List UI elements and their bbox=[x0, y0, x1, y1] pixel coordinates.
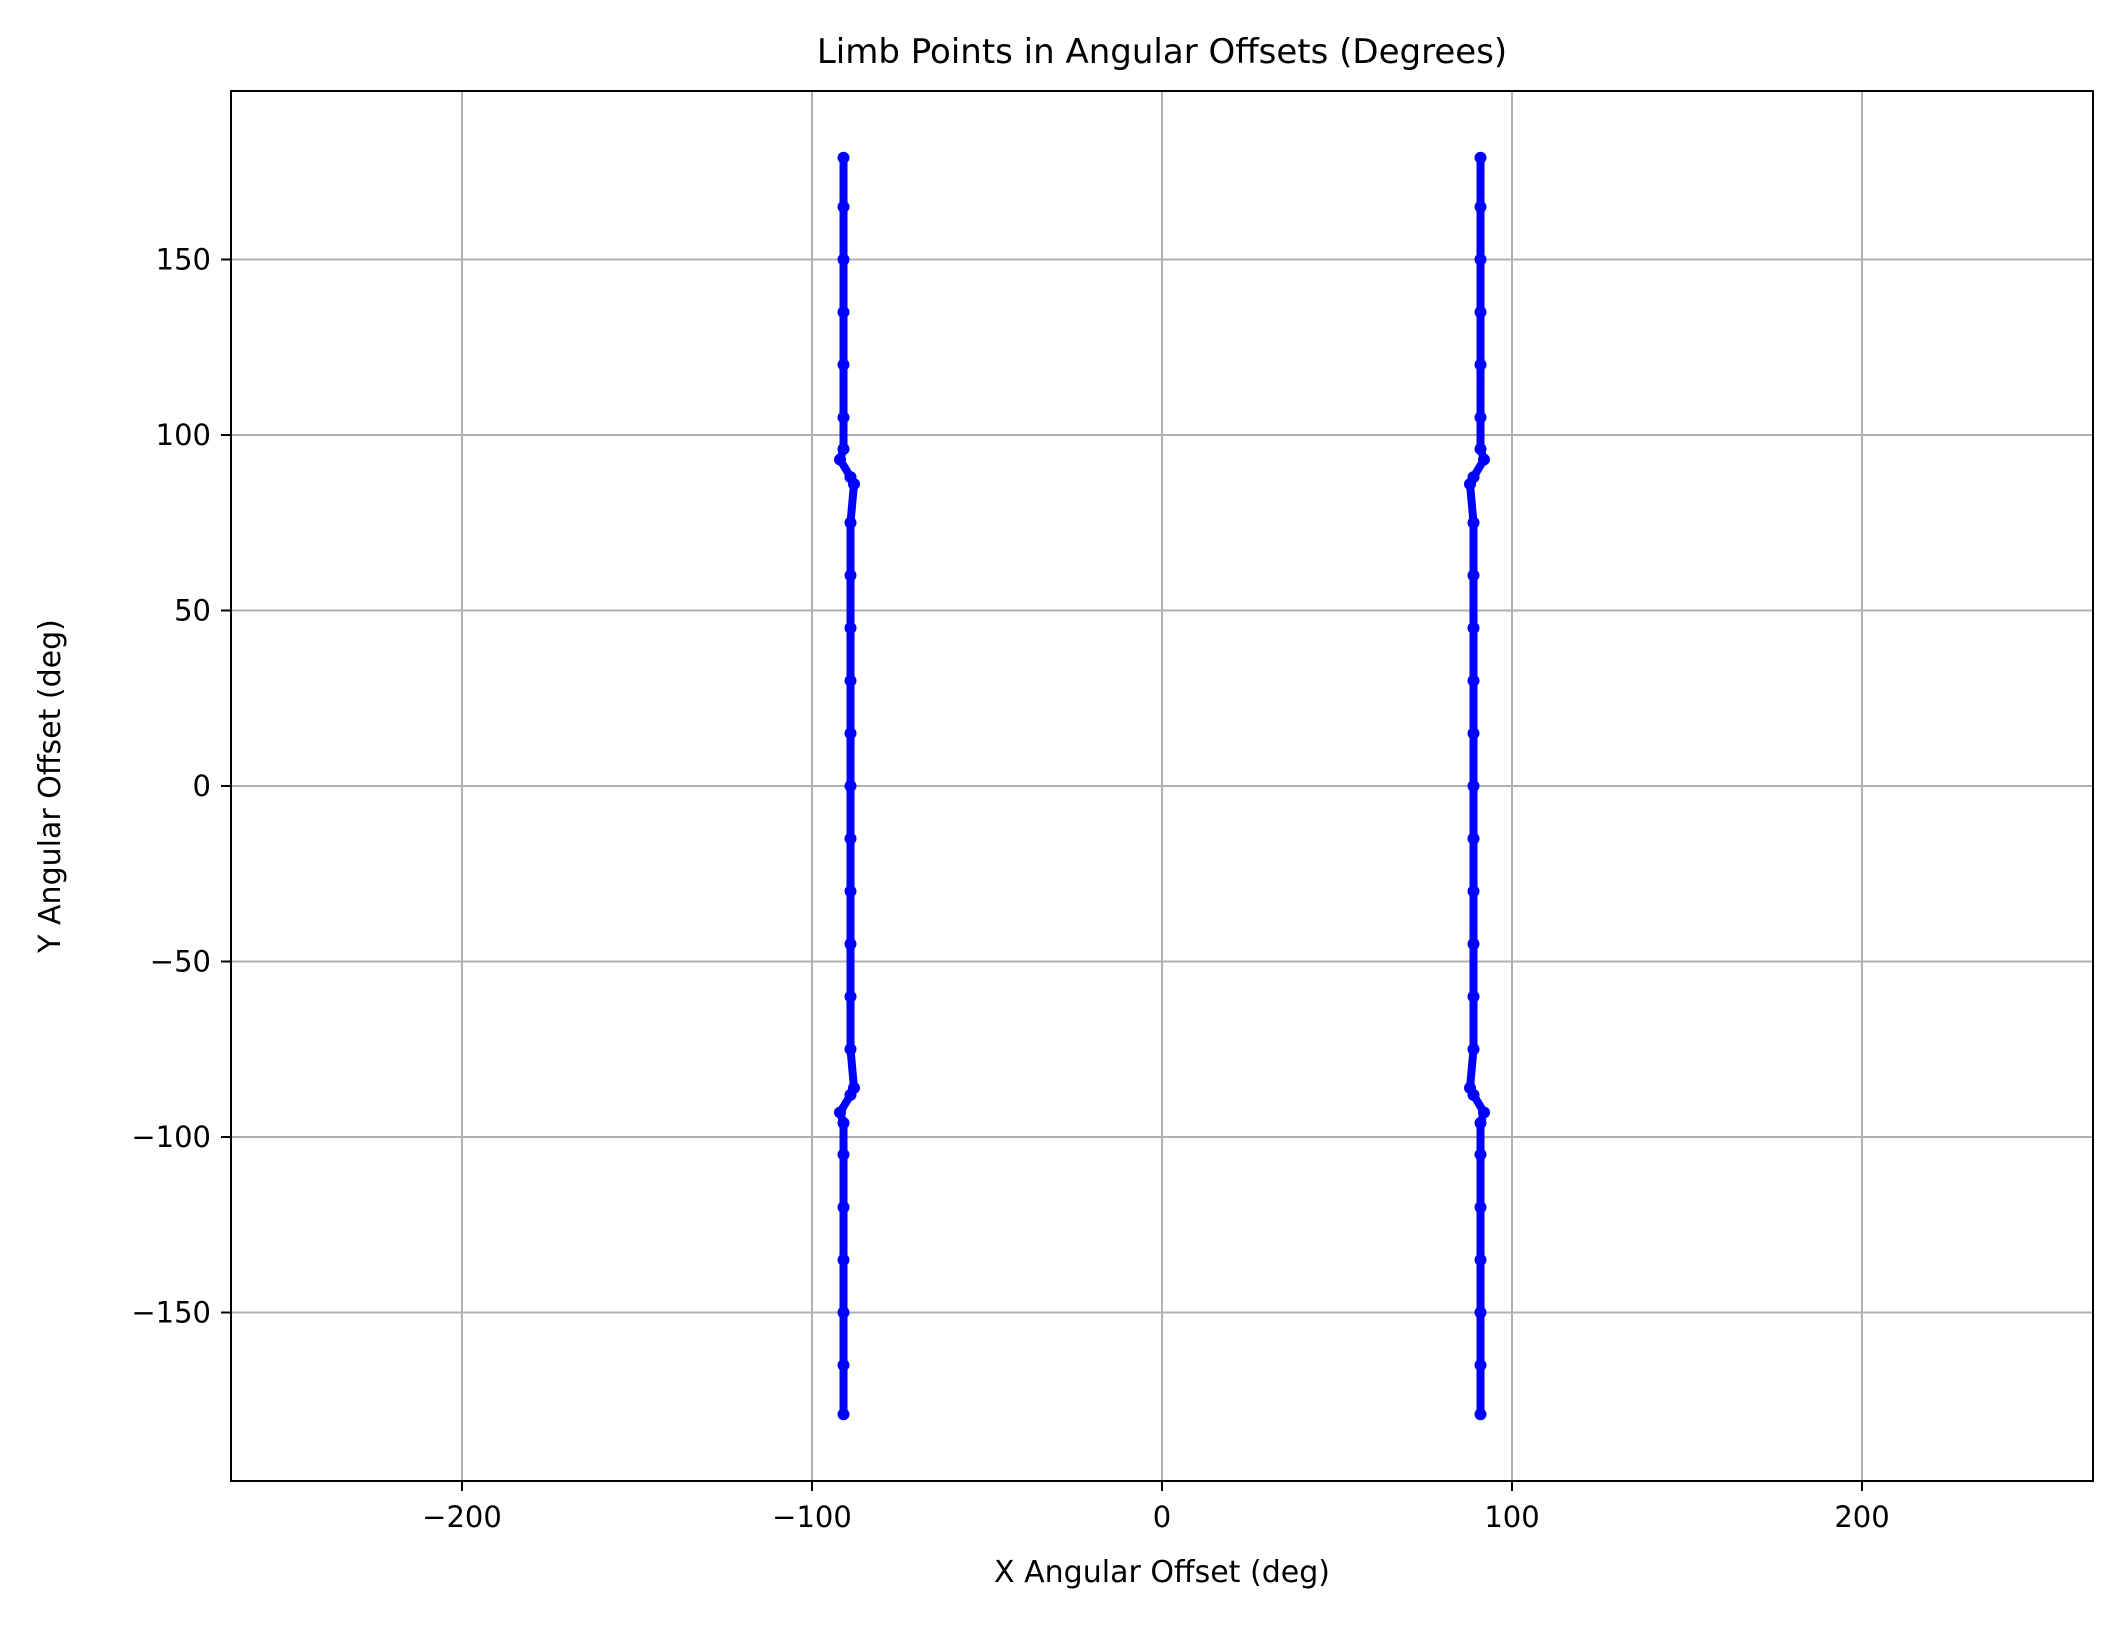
scatter-point bbox=[1467, 569, 1480, 582]
scatter-point bbox=[837, 358, 850, 371]
x-tick-label: −100 bbox=[772, 1500, 852, 1534]
scatter-point bbox=[844, 569, 857, 582]
scatter-point bbox=[1474, 358, 1487, 371]
scatter-point bbox=[834, 1106, 846, 1119]
scatter-point bbox=[837, 1253, 850, 1266]
scatter-point bbox=[1474, 1359, 1487, 1372]
scatter-point bbox=[837, 1201, 850, 1214]
scatter-point bbox=[834, 453, 846, 466]
scatter-point bbox=[1474, 1253, 1487, 1266]
scatter-point bbox=[1467, 780, 1480, 792]
scatter-point bbox=[844, 990, 857, 1003]
scatter-point bbox=[1467, 937, 1480, 950]
scatter-point bbox=[844, 516, 857, 529]
scatter-point bbox=[844, 1043, 857, 1056]
y-tick-label: 100 bbox=[156, 418, 211, 452]
x-tick-label: −200 bbox=[422, 1500, 502, 1534]
scatter-point bbox=[837, 443, 850, 456]
scatter-point bbox=[1467, 516, 1480, 529]
scatter-point bbox=[837, 151, 850, 164]
scatter-point bbox=[1467, 990, 1480, 1003]
scatter-point bbox=[1474, 253, 1487, 266]
scatter-point bbox=[844, 780, 857, 792]
axis-ticks: −200 −100 0 100 200 150 100 50 0 −50 −100 −150 bbox=[131, 242, 1889, 1534]
y-tick-label: 0 bbox=[193, 769, 211, 803]
scatter-point bbox=[837, 1116, 850, 1129]
scatter-point bbox=[837, 1359, 850, 1372]
scatter-point bbox=[1474, 151, 1487, 164]
scatter-point bbox=[844, 937, 857, 950]
scatter-point bbox=[1474, 1116, 1487, 1129]
scatter-point bbox=[1474, 1408, 1487, 1421]
scatter-point bbox=[837, 1408, 850, 1421]
x-tick-label: 100 bbox=[1484, 1500, 1539, 1534]
x-tick-label: 0 bbox=[1153, 1500, 1171, 1534]
scatter-point bbox=[848, 478, 860, 491]
scatter-point bbox=[1467, 622, 1480, 635]
scatter-point bbox=[1467, 674, 1480, 687]
scatter-point bbox=[844, 727, 857, 740]
scatter-point bbox=[1474, 411, 1487, 424]
scatter-point bbox=[1467, 727, 1480, 740]
scatter-point bbox=[837, 306, 850, 319]
scatter-point bbox=[844, 885, 857, 898]
scatter-point bbox=[837, 253, 850, 266]
scatter-point bbox=[844, 832, 857, 845]
series-2 bbox=[1464, 151, 1490, 1421]
y-axis-label: Y Angular Offset (deg) bbox=[33, 619, 68, 954]
scatter-point bbox=[1474, 306, 1487, 319]
x-tick-label: 200 bbox=[1834, 1500, 1889, 1534]
scatter-point bbox=[1467, 885, 1480, 898]
scatter-point bbox=[837, 411, 850, 424]
scatter-point bbox=[844, 674, 857, 687]
scatter-point bbox=[837, 1306, 850, 1319]
y-tick-label: −150 bbox=[131, 1296, 211, 1330]
grid-lines bbox=[231, 91, 2093, 1481]
scatter-point bbox=[837, 1148, 850, 1161]
scatter-point bbox=[844, 1088, 857, 1101]
scatter-point bbox=[1474, 200, 1487, 213]
y-tick-label: −100 bbox=[131, 1120, 211, 1154]
scatter-points bbox=[834, 151, 1490, 1421]
scatter-point bbox=[1474, 1306, 1487, 1319]
chart-title: Limb Points in Angular Offsets (Degrees) bbox=[817, 32, 1507, 72]
scatter-point bbox=[1467, 832, 1480, 845]
scatter-point bbox=[1478, 1106, 1490, 1119]
y-tick-label: 150 bbox=[156, 242, 211, 276]
scatter-point bbox=[1474, 443, 1487, 456]
scatter-point bbox=[1464, 478, 1476, 491]
scatter-point bbox=[1467, 1088, 1480, 1101]
x-axis-label: X Angular Offset (deg) bbox=[994, 1555, 1330, 1590]
scatter-point bbox=[837, 200, 850, 213]
scatter-point bbox=[1474, 1148, 1487, 1161]
y-tick-label: −50 bbox=[150, 945, 211, 979]
y-tick-label: 50 bbox=[174, 593, 211, 627]
scatter-point bbox=[1467, 1043, 1480, 1056]
series-1 bbox=[834, 151, 860, 1421]
scatter-point bbox=[1478, 453, 1490, 466]
scatter-point bbox=[844, 622, 857, 635]
scatter-point bbox=[1474, 1201, 1487, 1214]
